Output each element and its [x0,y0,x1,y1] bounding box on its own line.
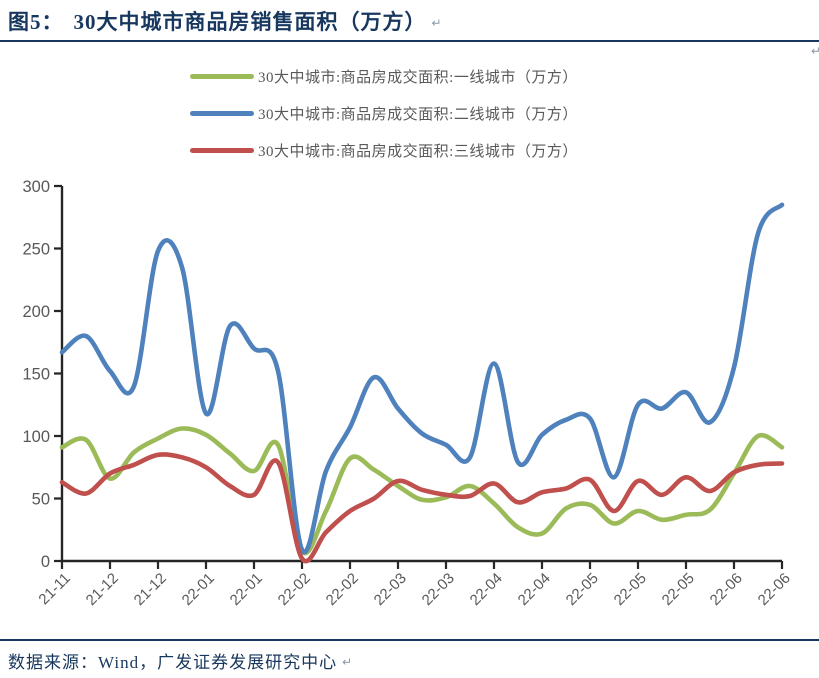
figure-title-text: 30大中城市商品房销售面积（万方） [73,10,427,34]
x-axis-tick-label: 22-04 [467,570,506,609]
series-line-second-tier [59,202,785,555]
x-axis-tick-label: 22-01 [227,570,266,609]
x-axis-tick-label: 22-02 [275,570,314,609]
x-axis-tick-label: 21-12 [131,570,170,609]
data-source-text: 数据来源：Wind，广发证券发展研究中心 [8,653,338,672]
y-axis-tick-label: 300 [22,178,50,196]
line-swatch-icon [190,74,254,79]
x-axis-tick-label: 22-01 [179,570,218,609]
y-axis-tick-label: 0 [41,553,50,571]
line-swatch-icon [190,111,254,116]
paragraph-mark-icon: ↵ [342,655,354,669]
x-axis-tick-label: 22-04 [515,570,554,609]
legend-item-third-tier: 30大中城市:商品房成交面积:三线城市（万方） [190,132,578,169]
x-axis-tick-label: 22-05 [563,570,602,609]
paragraph-mark-icon: ↵ [431,16,443,30]
y-axis-tick-label: 150 [22,366,50,384]
legend-label: 30大中城市:商品房成交面积:一线城市（万方） [258,70,578,86]
x-axis-tick-label: 22-06 [755,570,794,609]
paragraph-mark-icon: ↵ [811,44,819,58]
series-line-first-tier [59,426,785,556]
legend-item-second-tier: 30大中城市:商品房成交面积:二线城市（万方） [190,95,578,132]
x-axis-tick-label: 21-12 [83,570,122,609]
data-source-note: 数据来源：Wind，广发证券发展研究中心 ↵ [8,648,353,673]
series-line-third-tier [59,452,785,564]
y-axis-tick-label: 50 [32,491,50,509]
footer-divider-line [0,639,819,641]
y-axis-tick-label: 100 [22,428,50,446]
figure-number-label: 图5： [8,10,64,34]
x-axis-tick-label: 22-02 [323,570,362,609]
legend-label: 30大中城市:商品房成交面积:二线城市（万方） [258,107,578,123]
x-axis-tick-label: 22-06 [707,570,746,609]
x-axis-tick-label: 22-03 [371,570,410,609]
title-divider-line [0,40,819,42]
x-axis-tick-label: 22-03 [419,570,458,609]
legend-item-first-tier: 30大中城市:商品房成交面积:一线城市（万方） [190,58,578,95]
axis-ticks [54,184,784,569]
legend-label: 30大中城市:商品房成交面积:三线城市（万方） [258,144,578,160]
figure-title: 图5： 30大中城市商品房销售面积（万方） ↵ [8,6,443,36]
y-axis-tick-label: 250 [22,241,50,259]
x-axis-tick-label: 22-05 [611,570,650,609]
chart-legend: 30大中城市:商品房成交面积:一线城市（万方） 30大中城市:商品房成交面积:二… [190,58,578,169]
line-swatch-icon [190,148,254,153]
y-axis-tick-label: 200 [22,303,50,321]
x-axis-tick-label: 21-11 [35,570,73,608]
x-axis-tick-label: 22-05 [659,570,698,609]
